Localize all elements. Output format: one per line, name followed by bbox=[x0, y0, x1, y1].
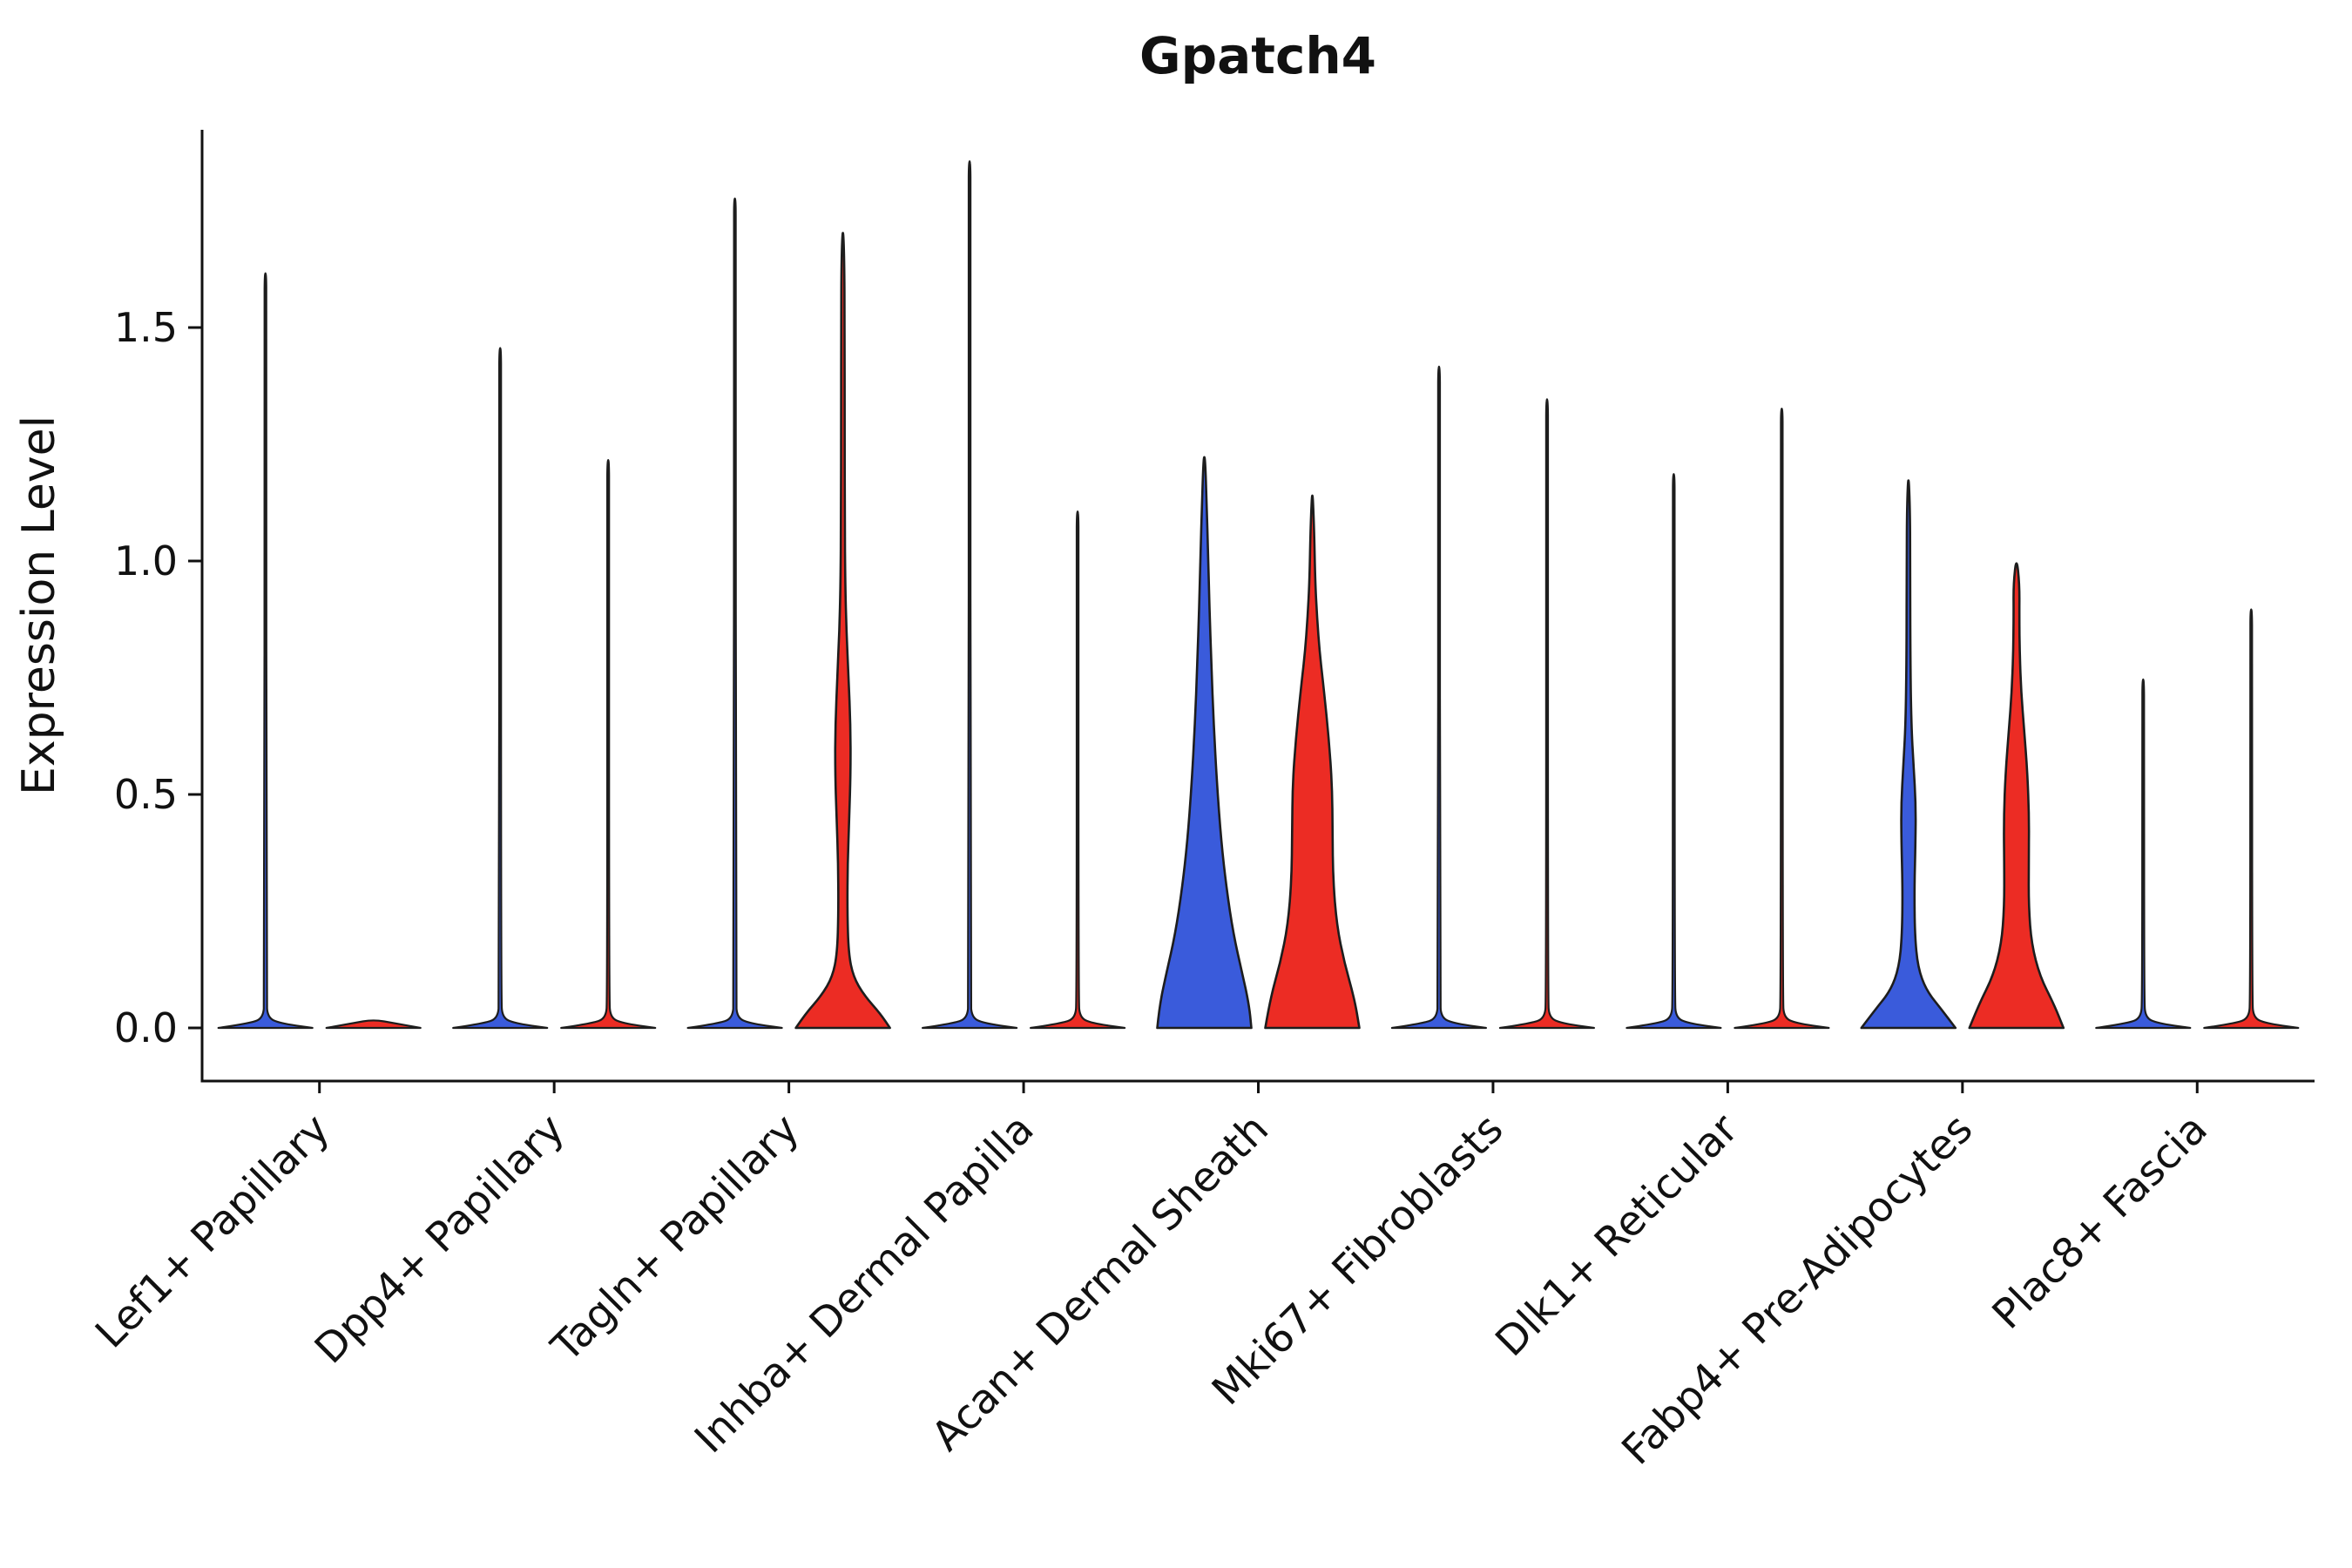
axis-spines bbox=[200, 130, 2315, 1083]
y-axis-label: Expression Level bbox=[13, 416, 65, 795]
violin-plac8-fascia-right bbox=[2203, 608, 2300, 1030]
violin-inhba-dermal-papilla-left bbox=[922, 159, 1018, 1030]
y-tick-label: 0.0 bbox=[114, 1004, 178, 1051]
violin-fabp4-pre-adipocytes-right bbox=[1968, 562, 2065, 1030]
violins-layer bbox=[217, 159, 2300, 1030]
violin-lef1-papillary-left bbox=[217, 272, 314, 1030]
violin-fabp4-pre-adipocytes-left bbox=[1860, 479, 1957, 1030]
violin-tagln-papillary-left bbox=[686, 197, 783, 1030]
violin-mki67-fibroblasts-right bbox=[1498, 398, 1595, 1030]
x-tick-label: Lef1+ Papillary bbox=[86, 1105, 339, 1358]
x-tick-label: Tagln+ Papillary bbox=[542, 1105, 808, 1372]
violin-dlk1-reticular-right bbox=[1734, 407, 1830, 1030]
violin-dpp4-papillary-left bbox=[452, 347, 549, 1030]
violin-acan-dermal-sheath-left bbox=[1156, 456, 1253, 1030]
chart-title: Gpatch4 bbox=[1139, 26, 1376, 85]
violin-mki67-fibroblasts-left bbox=[1390, 365, 1487, 1030]
y-tick-label: 1.0 bbox=[114, 537, 178, 585]
violin-dpp4-papillary-right bbox=[560, 459, 657, 1030]
violin-dlk1-reticular-left bbox=[1625, 473, 1722, 1030]
y-tick-label: 1.5 bbox=[114, 304, 178, 351]
violin-plac8-fascia-left bbox=[2095, 678, 2192, 1030]
violin-acan-dermal-sheath-right bbox=[1264, 494, 1361, 1030]
x-tick-label: Dlk1+ Reticular bbox=[1486, 1105, 1747, 1366]
violin-lef1-papillary-right bbox=[325, 1019, 422, 1030]
violin-inhba-dermal-papilla-right bbox=[1030, 510, 1126, 1030]
x-tick-label: Dpp4+ Papillary bbox=[306, 1105, 574, 1374]
y-tick-label: 0.5 bbox=[114, 771, 178, 818]
violin-tagln-papillary-right bbox=[794, 232, 891, 1030]
x-tick-label: Plac8+ Fascia bbox=[1984, 1105, 2217, 1339]
